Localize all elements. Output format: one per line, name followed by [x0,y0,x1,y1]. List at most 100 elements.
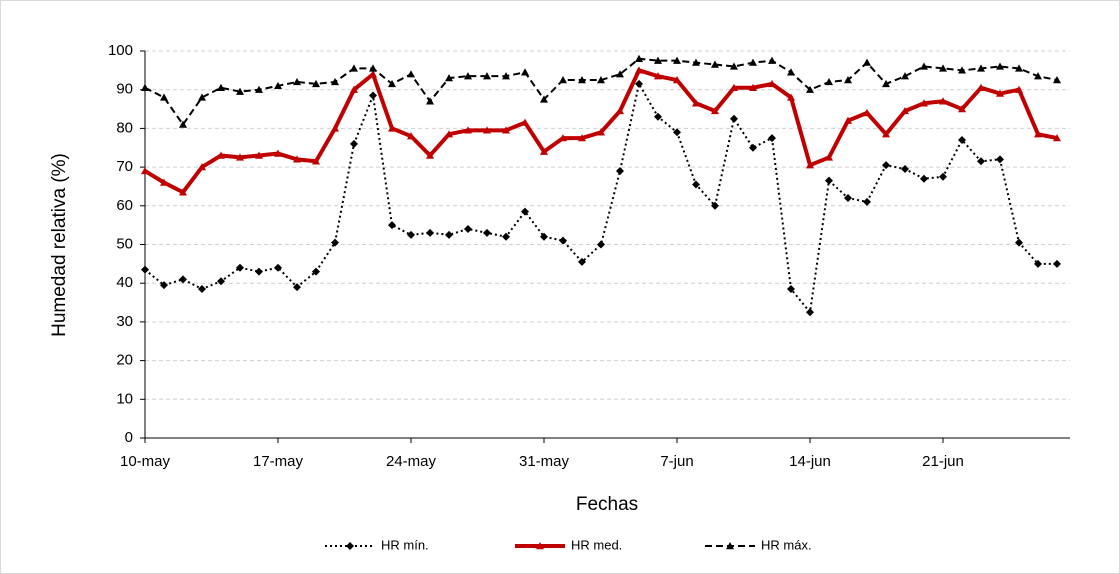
y-tick-label: 10 [116,390,133,407]
marker [217,151,225,159]
marker [1053,76,1061,84]
marker [160,281,168,290]
marker [958,105,966,113]
marker [346,542,354,550]
marker [160,93,168,101]
marker [825,77,833,86]
marker [692,180,700,189]
marker [274,81,282,90]
y-tick-label: 100 [108,42,133,59]
marker [977,83,985,91]
x-tick-label: 17-may [253,453,304,470]
marker [578,76,586,84]
marker [863,197,871,206]
marker [312,157,320,165]
marker [1034,259,1042,268]
y-tick-label: 0 [125,429,133,446]
marker [483,126,491,134]
marker [160,178,168,186]
marker [692,58,700,66]
marker [331,238,339,247]
marker [464,72,472,80]
marker [483,72,491,80]
marker [1034,130,1042,138]
marker [388,79,396,88]
marker [179,120,187,128]
marker [730,83,738,91]
marker [388,221,396,230]
marker [635,54,643,62]
marker [198,163,206,171]
marker [616,106,624,115]
x-tick-label: 31-may [519,453,570,470]
marker [825,153,833,161]
marker [1034,72,1042,80]
marker [426,97,434,105]
y-tick-label: 50 [116,235,133,252]
marker [920,99,928,107]
marker [597,128,605,136]
marker [920,174,928,183]
marker [673,128,681,137]
marker [521,118,529,126]
marker [331,124,339,132]
marker [521,68,529,76]
marker [654,112,662,121]
marker [730,62,738,70]
marker [540,147,548,155]
marker [179,275,187,284]
marker [407,70,415,78]
marker [540,232,548,241]
marker [407,230,415,239]
marker [179,188,187,196]
marker [293,155,301,163]
marker [1053,134,1061,142]
marker [730,114,738,123]
marker [882,161,890,170]
marker [141,265,149,274]
marker [749,58,757,66]
marker [350,139,358,148]
marker [1015,85,1023,93]
y-tick-label: 90 [116,81,133,98]
marker [255,85,263,93]
marker [1015,238,1023,247]
marker [198,285,206,294]
marker [312,79,320,88]
marker [1053,259,1061,268]
marker [996,155,1004,164]
marker [863,108,871,117]
marker [977,64,985,72]
marker [540,95,548,103]
y-tick-label: 70 [116,158,133,175]
marker [711,60,719,68]
marker [445,130,453,138]
legend-label: HR med. [571,537,622,552]
marker [293,77,301,86]
marker [236,263,244,272]
y-tick-label: 30 [116,313,133,330]
marker [806,85,814,93]
marker [882,79,890,88]
y-axis-title: Humedad relativa (%) [49,153,70,337]
marker [996,89,1004,97]
marker [844,116,852,124]
marker [635,66,643,74]
marker [996,62,1004,70]
marker [901,72,909,80]
marker [939,97,947,105]
marker [578,134,586,142]
marker [217,277,225,286]
marker [597,76,605,84]
marker [388,124,396,132]
marker [711,106,719,115]
marker [274,263,282,272]
marker [920,62,928,70]
marker [141,83,149,91]
marker [616,166,624,175]
marker [901,106,909,115]
marker [426,151,434,159]
marker [882,130,890,138]
